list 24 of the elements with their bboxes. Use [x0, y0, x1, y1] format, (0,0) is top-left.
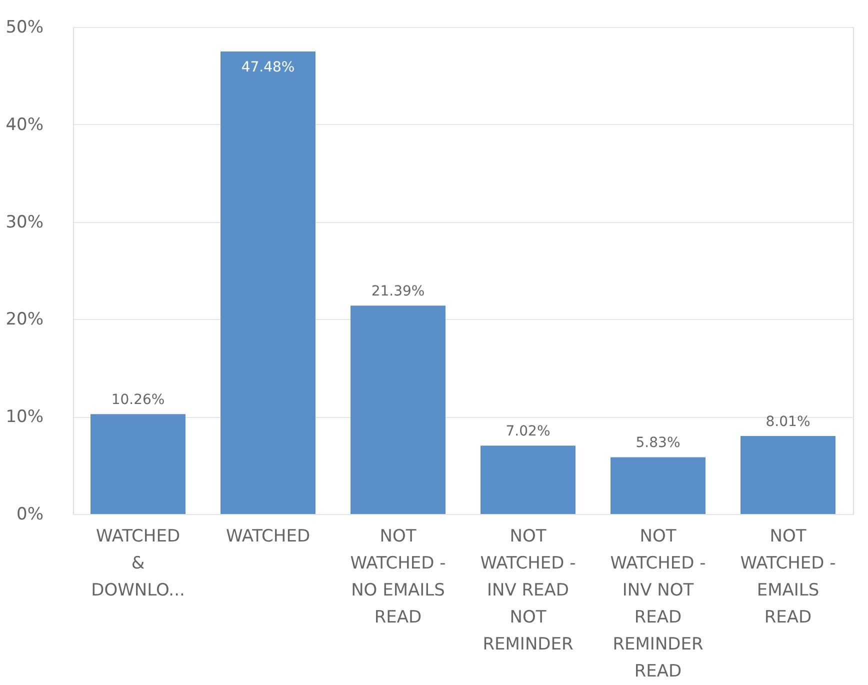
bar	[90, 414, 186, 514]
x-tick-label: WATCHED & DOWNLO...	[91, 526, 185, 600]
y-tick-label: 40%	[6, 114, 44, 135]
bar	[350, 306, 446, 514]
data-label: 5.83%	[636, 435, 680, 452]
x-tick-label: WATCHED	[226, 526, 310, 546]
bar	[220, 52, 316, 514]
x-tick-label: NOT WATCHED - EMAILS READ	[740, 526, 836, 628]
y-tick-label: 0%	[16, 504, 44, 524]
x-tick-label: NOT WATCHED - INV NOT READ REMINDER READ	[610, 526, 706, 682]
data-label: 10.26%	[111, 392, 165, 408]
bar	[740, 436, 836, 514]
y-tick-label: 10%	[6, 407, 44, 428]
data-label: 21.39%	[371, 284, 425, 300]
y-tick-label: 20%	[6, 310, 44, 330]
data-label: 7.02%	[506, 424, 550, 440]
y-tick-label: 50%	[6, 18, 44, 38]
x-tick-label: NOT WATCHED - NO EMAILS READ	[350, 526, 446, 628]
data-label: 8.01%	[766, 414, 810, 430]
bar	[610, 457, 706, 514]
bar	[480, 446, 576, 514]
x-tick-label: NOT WATCHED - INV READ NOT REMINDER	[480, 526, 576, 654]
y-tick-label: 30%	[6, 212, 44, 232]
data-label: 47.48%	[241, 60, 295, 76]
